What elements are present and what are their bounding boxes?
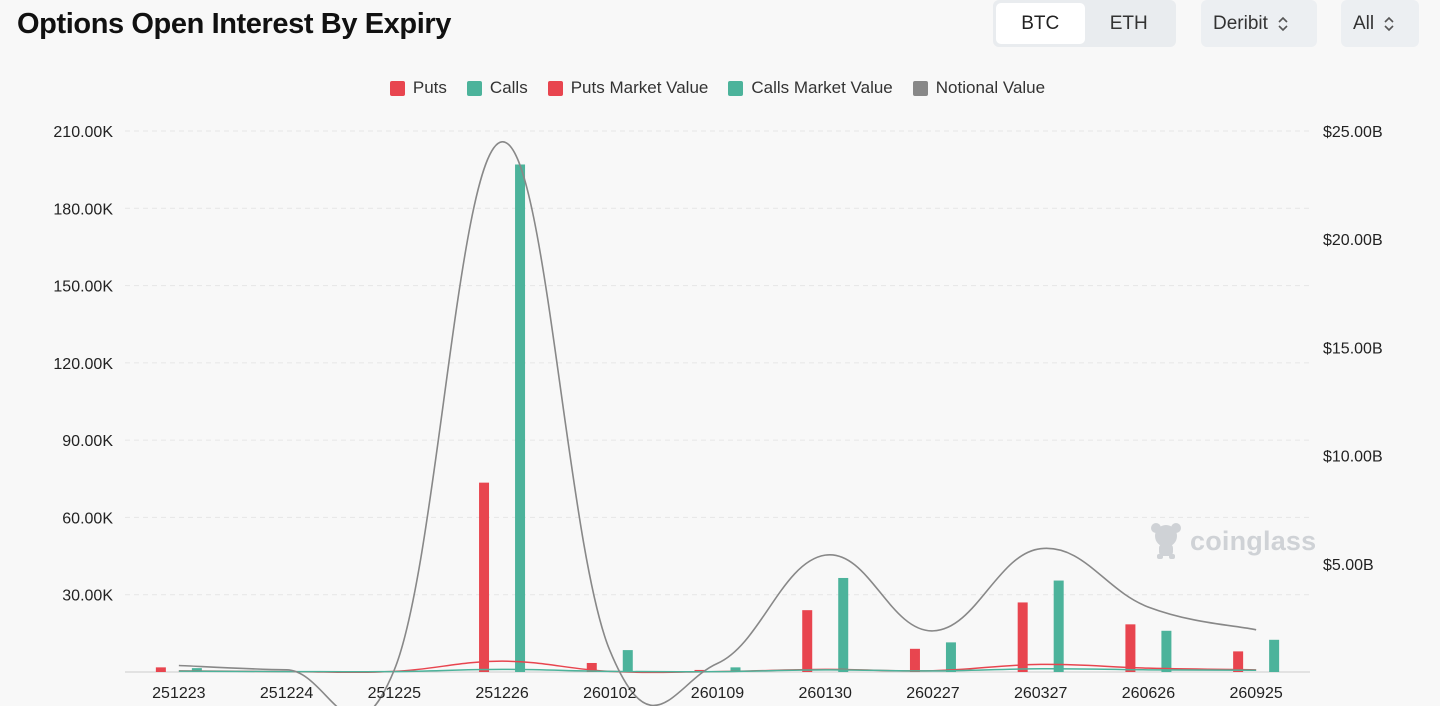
chevron-updown-icon [1384, 16, 1394, 32]
coinglass-watermark: coinglass [1148, 522, 1316, 560]
calls-bar [1161, 630, 1172, 672]
calls-market-value-line [178, 667, 1257, 673]
y-tick-label-left: 90.00K [62, 433, 113, 450]
page-title: Options Open Interest By Expiry [17, 8, 451, 40]
x-tick-label: 260109 [691, 685, 744, 702]
x-tick-label: 260327 [1014, 685, 1067, 702]
watermark-text: coinglass [1190, 525, 1317, 556]
legend-puts-market-value[interactable]: Puts Market Value [547, 78, 709, 98]
calls-bar [838, 577, 849, 672]
calls-bar [191, 668, 202, 672]
tab-btc[interactable]: BTC [996, 3, 1085, 44]
x-tick-label: 251223 [152, 685, 205, 702]
legend-swatch-calls [466, 80, 482, 96]
legend-label-calls-mv: Calls Market Value [751, 78, 893, 97]
puts-bar [155, 667, 166, 672]
puts-bar [909, 648, 920, 672]
asset-toggle: BTC ETH [993, 0, 1176, 47]
x-tick-label: 260130 [799, 685, 852, 702]
chevron-updown-icon [1278, 16, 1288, 32]
legend-notional-value[interactable]: Notional Value [912, 78, 1046, 98]
y-tick-label-right: $20.00B [1323, 232, 1383, 249]
x-tick-label: 251226 [475, 685, 528, 702]
y-tick-label-right: $10.00B [1323, 449, 1383, 466]
legend-puts[interactable]: Puts [389, 78, 447, 98]
legend-label-notional: Notional Value [935, 78, 1046, 97]
coinglass-logo-icon [1151, 523, 1181, 559]
exchange-select-value: Deribit [1213, 12, 1268, 34]
x-tick-label: 260925 [1229, 685, 1282, 702]
puts-bar [1233, 651, 1244, 672]
calls-bar [622, 650, 633, 672]
calls-bar [1053, 580, 1064, 672]
y-tick-label-right: $25.00B [1323, 124, 1383, 141]
range-select[interactable]: All [1341, 0, 1419, 47]
y-tick-label-right: $5.00B [1323, 557, 1374, 574]
x-tick-label: 251225 [368, 685, 421, 702]
exchange-select[interactable]: Deribit [1201, 0, 1317, 47]
x-tick-label: 251224 [260, 685, 313, 702]
puts-bar [586, 662, 597, 672]
puts-bar [802, 610, 813, 672]
legend-label-calls: Calls [489, 78, 528, 97]
calls-bar [730, 667, 741, 672]
tab-eth[interactable]: ETH [1109, 12, 1148, 34]
legend-label-puts-mv: Puts Market Value [570, 78, 709, 97]
y-tick-label-left: 60.00K [62, 510, 113, 527]
puts-bar [1125, 624, 1136, 672]
chart-legend: Puts Calls Puts Market Value Calls Marke… [0, 78, 1435, 98]
range-select-value: All [1353, 12, 1375, 34]
y-tick-label-left: 210.00K [53, 124, 113, 141]
y-tick-label-left: 150.00K [53, 279, 113, 296]
legend-calls-market-value[interactable]: Calls Market Value [728, 78, 893, 98]
y-tick-label-left: 180.00K [53, 201, 113, 218]
x-tick-label: 260102 [583, 685, 636, 702]
puts-bar [1017, 602, 1028, 672]
legend-label-puts: Puts [412, 78, 447, 97]
y-tick-label-left: 120.00K [53, 356, 113, 373]
legend-swatch-calls-mv [728, 80, 744, 96]
x-tick-label: 260227 [906, 685, 959, 702]
legend-swatch-notional [912, 80, 928, 96]
notional-value-line [178, 141, 1257, 706]
y-tick-label-left: 30.00K [62, 588, 113, 605]
calls-bar [945, 642, 956, 672]
calls-bar [515, 164, 526, 672]
y-tick-label-right: $15.00B [1323, 340, 1383, 357]
legend-calls[interactable]: Calls [466, 78, 528, 98]
x-tick-label: 260626 [1122, 685, 1175, 702]
legend-swatch-puts-mv [547, 80, 563, 96]
legend-swatch-puts [389, 80, 405, 96]
puts-bar [479, 482, 490, 672]
calls-bar [1269, 639, 1280, 672]
